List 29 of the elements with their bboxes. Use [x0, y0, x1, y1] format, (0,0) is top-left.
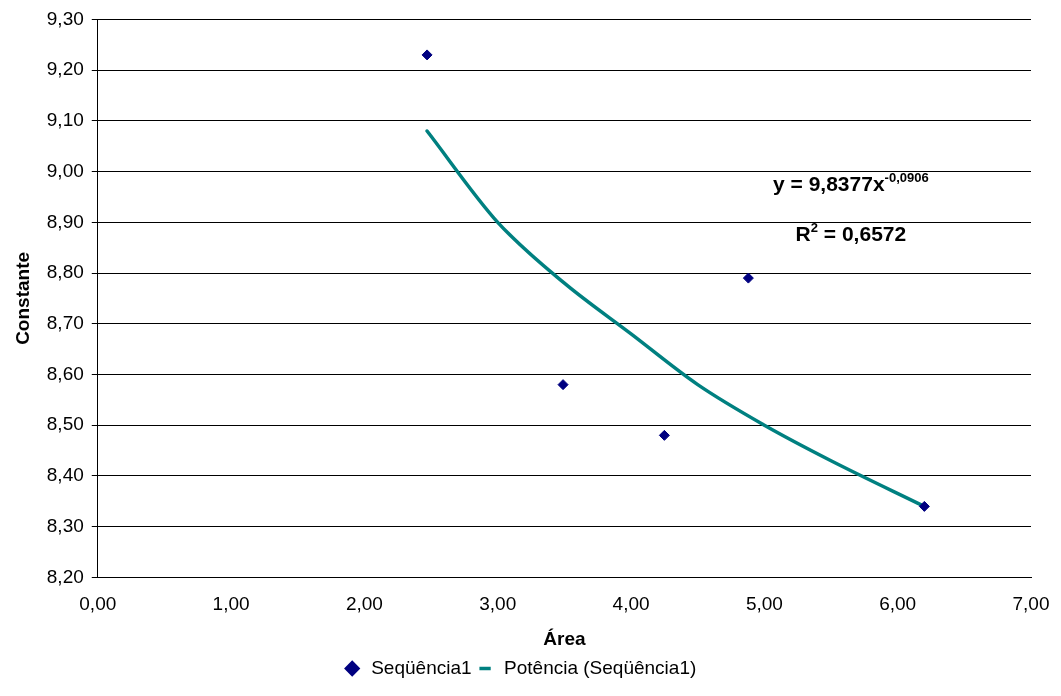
x-tick-label: 3,00: [479, 593, 517, 615]
y-tick-label: 8,40: [46, 464, 84, 486]
y-tick-label: 9,20: [46, 58, 84, 80]
x-tick-label: 0,00: [79, 593, 117, 615]
y-tick-label: 9,30: [46, 7, 84, 29]
y-tick-label: 8,90: [46, 210, 84, 232]
x-axis-title: Área: [543, 627, 586, 649]
point: [421, 49, 433, 61]
x-tick-label: 5,00: [745, 593, 783, 615]
point: [742, 272, 754, 284]
x-tick-label: 2,00: [345, 593, 383, 615]
point: [918, 500, 930, 512]
x-tick-label: 4,00: [612, 593, 650, 615]
y-tick-label: 8,80: [46, 261, 84, 283]
x-tick-label: 6,00: [879, 593, 917, 615]
x-tick-label: 1,00: [212, 593, 250, 615]
y-tick-label: 8,20: [46, 565, 84, 587]
point: [658, 429, 670, 441]
legend-label: Seqüência1: [371, 656, 472, 678]
y-tick-label: 8,50: [46, 413, 84, 435]
y-tick-label: 8,70: [46, 312, 84, 333]
y-tick-label: 9,00: [46, 159, 84, 181]
y-axis-title: Constante: [11, 251, 33, 345]
x-tick-label: 7,00: [1012, 593, 1050, 615]
y-tick-label: 8,30: [46, 514, 84, 536]
point: [557, 379, 569, 391]
y-tick-label: 8,60: [46, 362, 84, 384]
y-tick-label: 9,10: [46, 109, 84, 131]
legend-label: Potência (Seqüência1): [504, 656, 697, 678]
